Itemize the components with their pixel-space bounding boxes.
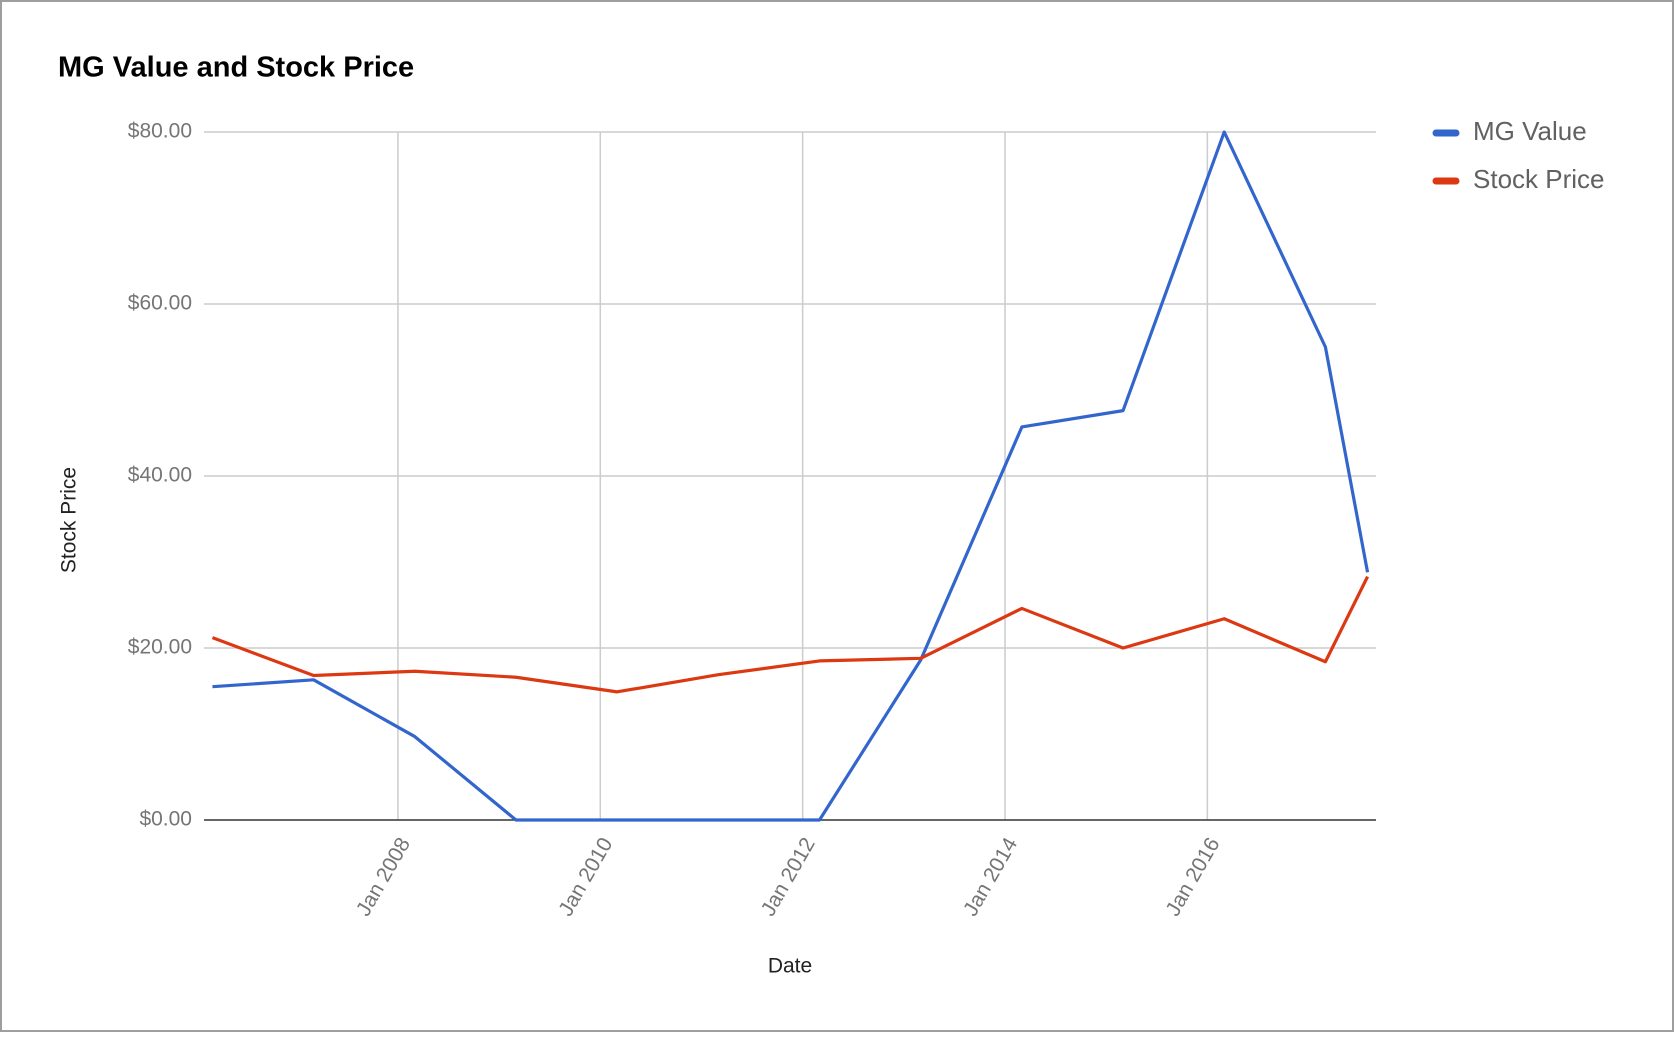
y-tick-label: $0.00 (139, 808, 192, 831)
x-axis-title: Date (768, 955, 812, 978)
y-tick-label: $40.00 (128, 464, 192, 487)
chart-title: MG Value and Stock Price (58, 52, 414, 84)
series-line (212, 130, 1370, 822)
y-axis-title: Stock Price (58, 467, 81, 573)
series-line (211, 575, 1370, 694)
legend-label: Stock Price (1473, 164, 1605, 194)
y-tick-label: $80.00 (128, 120, 192, 143)
legend-label: MG Value (1473, 116, 1587, 146)
y-tick-label: $20.00 (128, 636, 192, 659)
y-tick-label: $60.00 (128, 292, 192, 315)
